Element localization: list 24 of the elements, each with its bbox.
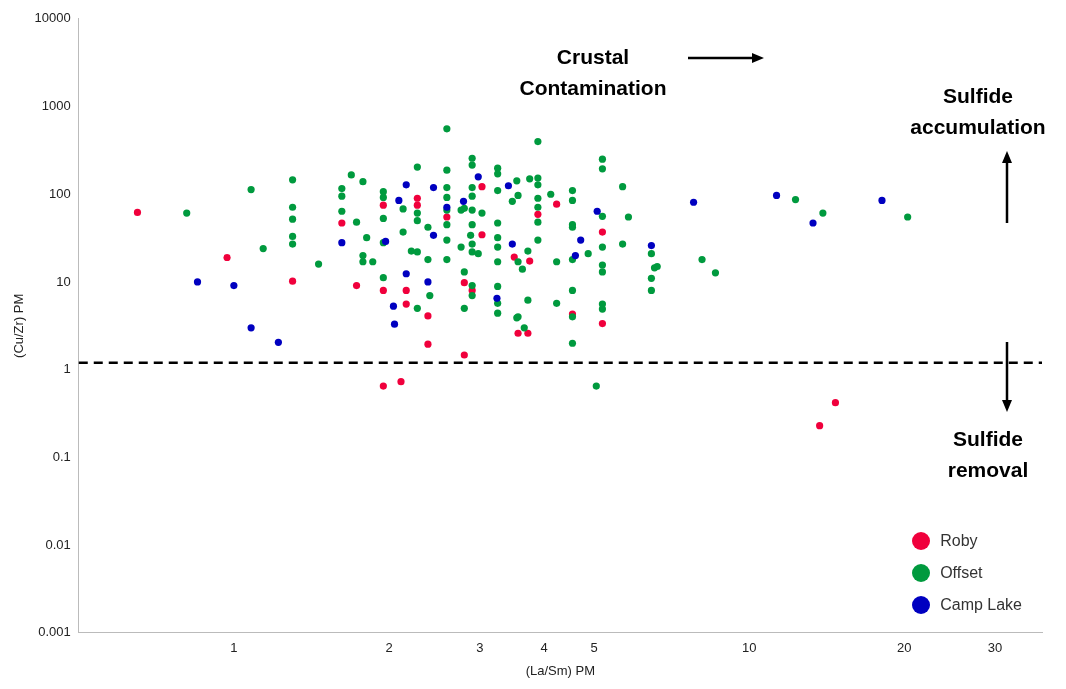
y-tick-label: 1 (63, 361, 71, 377)
x-tick-label: 4 (540, 640, 548, 656)
y-tick-label: 0.001 (38, 624, 71, 640)
x-tick-label: 30 (987, 640, 1003, 656)
y-tick-label: 10 (56, 273, 71, 289)
x-tick-label: 10 (741, 640, 757, 656)
y-tick-label: 0.01 (45, 536, 71, 552)
legend-label: Camp Lake (940, 595, 1022, 614)
legend-label: Roby (940, 531, 978, 550)
y-tick-label: 10000 (34, 10, 71, 26)
y-tick-label: 100 (49, 185, 71, 201)
x-tick-label: 2 (385, 640, 393, 656)
x-tick-label: 1 (230, 640, 238, 656)
annotation: Sulfide removal (946, 426, 1030, 483)
y-tick-label: 0.1 (52, 448, 71, 464)
legend-label: Offset (940, 563, 983, 582)
x-axis-title: (La/Sm) PM (525, 662, 596, 678)
x-tick-label: 3 (476, 640, 484, 656)
x-tick-label: 5 (590, 640, 598, 656)
annotation: Sulfide accumulation (909, 83, 1047, 140)
x-tick-label: 20 (897, 640, 912, 656)
y-tick-label: 1000 (41, 98, 71, 114)
annotation: Crustal Contamination (518, 44, 668, 101)
y-axis-title: (Cu/Zr) PM (11, 293, 27, 358)
